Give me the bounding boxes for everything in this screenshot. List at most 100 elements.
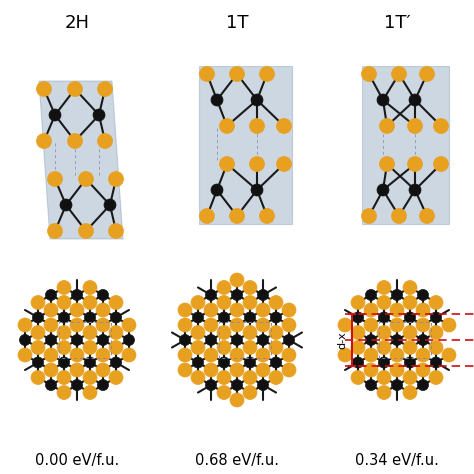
Circle shape (377, 281, 391, 294)
Circle shape (180, 335, 191, 346)
Circle shape (67, 134, 82, 148)
Circle shape (96, 348, 110, 362)
Circle shape (79, 224, 93, 238)
Circle shape (96, 363, 110, 377)
Circle shape (271, 357, 282, 368)
Circle shape (109, 224, 124, 238)
Circle shape (57, 295, 71, 310)
Circle shape (364, 348, 378, 362)
Circle shape (93, 109, 105, 121)
Circle shape (390, 363, 404, 377)
Circle shape (58, 357, 70, 368)
Circle shape (249, 118, 264, 134)
Circle shape (72, 290, 82, 301)
Circle shape (416, 318, 430, 332)
Circle shape (418, 380, 428, 391)
Circle shape (338, 318, 352, 332)
Circle shape (365, 380, 376, 391)
Circle shape (44, 303, 58, 317)
Circle shape (67, 82, 82, 97)
Circle shape (245, 312, 255, 323)
Circle shape (192, 357, 203, 368)
Circle shape (408, 118, 422, 134)
Circle shape (243, 340, 257, 355)
Circle shape (178, 348, 192, 362)
Circle shape (403, 295, 417, 310)
Circle shape (83, 371, 97, 384)
Circle shape (98, 380, 109, 391)
Circle shape (206, 380, 217, 391)
Circle shape (353, 312, 364, 323)
Circle shape (58, 312, 70, 323)
Circle shape (191, 326, 205, 339)
Circle shape (419, 209, 435, 224)
Circle shape (416, 363, 430, 377)
Circle shape (377, 295, 391, 310)
Circle shape (70, 318, 84, 332)
Circle shape (200, 66, 215, 82)
Circle shape (377, 94, 389, 106)
Circle shape (178, 303, 192, 317)
Circle shape (409, 184, 421, 196)
Circle shape (353, 357, 364, 368)
Text: 0.00 eV/f.u.: 0.00 eV/f.u. (35, 453, 119, 467)
Circle shape (79, 172, 93, 186)
Circle shape (200, 209, 215, 224)
Circle shape (257, 380, 268, 391)
Circle shape (219, 312, 229, 323)
Circle shape (365, 290, 376, 301)
Circle shape (230, 348, 244, 362)
Circle shape (259, 209, 274, 224)
Circle shape (109, 340, 123, 355)
Circle shape (109, 371, 123, 384)
Circle shape (269, 371, 283, 384)
Circle shape (49, 109, 61, 121)
Circle shape (282, 318, 296, 332)
Circle shape (379, 357, 390, 368)
Circle shape (351, 371, 365, 384)
Circle shape (57, 371, 71, 384)
Circle shape (269, 340, 283, 355)
Circle shape (84, 312, 95, 323)
Circle shape (243, 281, 257, 294)
Circle shape (217, 326, 231, 339)
Circle shape (403, 340, 417, 355)
Circle shape (83, 385, 97, 400)
Circle shape (57, 385, 71, 400)
Circle shape (60, 199, 72, 211)
Circle shape (442, 348, 456, 362)
Circle shape (191, 295, 205, 310)
Circle shape (217, 295, 231, 310)
Circle shape (390, 348, 404, 362)
Circle shape (259, 66, 274, 82)
Circle shape (377, 340, 391, 355)
Circle shape (365, 335, 376, 346)
Circle shape (416, 348, 430, 362)
Circle shape (256, 303, 270, 317)
Circle shape (351, 326, 365, 339)
Circle shape (219, 156, 235, 172)
Text: 2H: 2H (64, 14, 90, 32)
Circle shape (364, 318, 378, 332)
Circle shape (217, 340, 231, 355)
Circle shape (430, 357, 441, 368)
Circle shape (282, 363, 296, 377)
Circle shape (390, 318, 404, 332)
Circle shape (83, 340, 97, 355)
Circle shape (46, 335, 56, 346)
Circle shape (178, 363, 192, 377)
Text: d-x: d-x (337, 331, 347, 349)
Circle shape (283, 335, 294, 346)
Circle shape (230, 318, 244, 332)
Circle shape (379, 312, 390, 323)
Circle shape (377, 326, 391, 339)
Circle shape (70, 363, 84, 377)
Circle shape (231, 380, 243, 391)
Circle shape (392, 209, 407, 224)
Circle shape (419, 66, 435, 82)
Circle shape (33, 357, 44, 368)
Circle shape (418, 290, 428, 301)
Circle shape (191, 340, 205, 355)
Circle shape (83, 326, 97, 339)
Circle shape (282, 303, 296, 317)
